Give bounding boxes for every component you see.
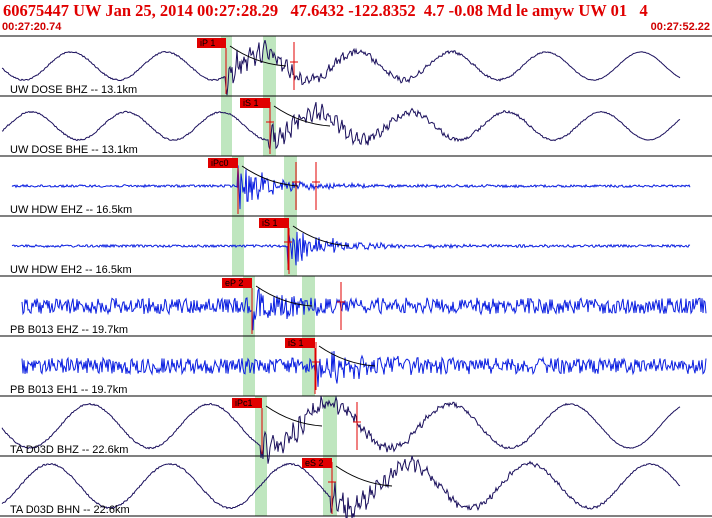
pick-marker[interactable] — [285, 338, 315, 348]
trace-panel[interactable]: eS 2 TA D03D BHN -- 22.6km — [1, 455, 681, 518]
trace-panel[interactable]: iPc0 UW HDW EHZ -- 16.5km — [10, 158, 691, 216]
pick-marker[interactable] — [208, 158, 238, 168]
trace-label: TA D03D BHN -- 22.6km — [10, 504, 130, 516]
s-window — [302, 336, 315, 396]
pick-marker[interactable] — [232, 398, 262, 408]
pick-label: eS 2 — [305, 458, 324, 468]
pick-marker[interactable] — [259, 218, 289, 228]
s-window — [323, 456, 337, 516]
trace-panel[interactable]: iPc1 TA D03D BHZ -- 22.6km — [1, 395, 681, 464]
p-window — [221, 96, 232, 156]
trace-label: UW HDW EH2 -- 16.5km — [10, 264, 132, 276]
coda-curve — [229, 45, 287, 67]
pick-marker[interactable] — [222, 278, 252, 288]
trace-panel[interactable]: eP 2 PB B013 EHZ -- 19.7km — [10, 278, 707, 336]
trace-label: UW DOSE BHE -- 13.1km — [10, 144, 138, 156]
time-end-label: 00:27:52.22 — [650, 21, 710, 33]
pick-label: iS 1 — [243, 98, 259, 108]
s-window — [263, 36, 276, 96]
s-window — [323, 396, 337, 456]
waveform — [11, 231, 691, 266]
trace-panel[interactable]: iP 1 UW DOSE BHZ -- 13.1km — [1, 38, 681, 96]
trace-label: PB B013 EH1 -- 19.7km — [10, 384, 127, 396]
waveform — [21, 350, 707, 387]
time-start-label: 00:27:20.74 — [2, 21, 62, 33]
pick-label: iS 1 — [288, 338, 304, 348]
trace-label: PB B013 EHZ -- 19.7km — [10, 324, 128, 336]
waveform — [11, 165, 691, 210]
waveform — [1, 395, 681, 464]
trace-label: UW DOSE BHZ -- 13.1km — [10, 84, 137, 96]
trace-panel[interactable]: iS 1 UW DOSE BHE -- 13.1km — [1, 98, 681, 156]
coda-curve — [255, 285, 313, 307]
coda-curve — [318, 345, 376, 367]
s-window — [284, 156, 297, 216]
waveform — [1, 101, 681, 150]
waveform — [1, 39, 681, 96]
coda-curve — [265, 405, 323, 427]
coda-curve — [241, 165, 299, 187]
pick-label: iPc0 — [211, 158, 229, 168]
pick-label: iS 1 — [262, 218, 278, 228]
waveform — [21, 288, 707, 331]
waveform — [1, 455, 681, 518]
event-title: 60675447 UW Jan 25, 2014 00:27:28.29 47.… — [3, 1, 648, 20]
coda-curve — [273, 105, 331, 127]
pick-marker[interactable] — [302, 458, 332, 468]
coda-curve — [292, 225, 350, 247]
trace-label: UW HDW EHZ -- 16.5km — [10, 204, 132, 216]
trace-label: TA D03D BHZ -- 22.6km — [10, 444, 128, 456]
coda-curve — [335, 465, 393, 487]
pick-label: eP 2 — [225, 278, 243, 288]
trace-panel[interactable]: iS 1 UW HDW EH2 -- 16.5km — [10, 218, 691, 276]
pick-marker[interactable] — [240, 98, 270, 108]
pick-label: iPc1 — [235, 398, 253, 408]
trace-panel[interactable]: iS 1 PB B013 EH1 -- 19.7km — [10, 338, 707, 396]
pick-label: iP 1 — [200, 38, 215, 48]
pick-marker[interactable] — [197, 38, 226, 48]
